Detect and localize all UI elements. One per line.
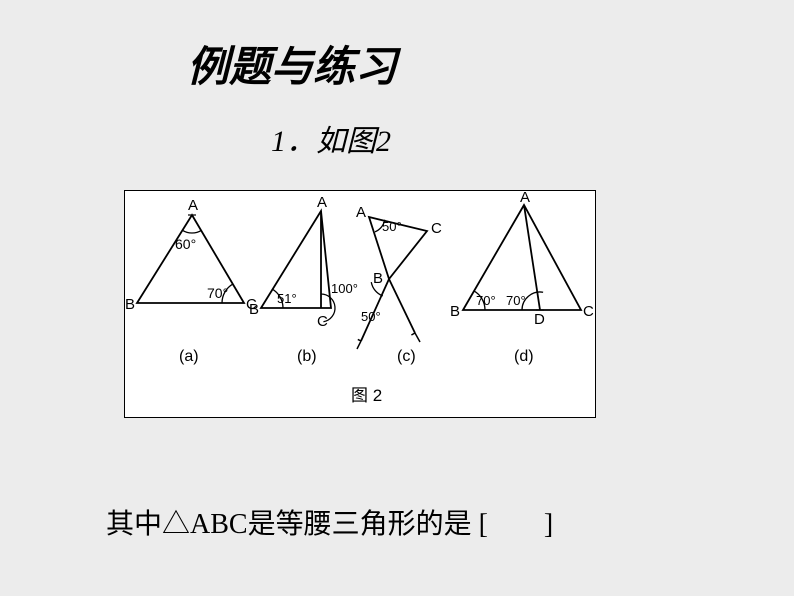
svg-text:(a): (a) xyxy=(179,348,199,365)
svg-text:(d): (d) xyxy=(514,348,534,365)
svg-text:A: A xyxy=(188,197,198,214)
figure-box: A B C 60° 70° (a) A B C 51° 100° (b) A C B 50° 50° (c) A B D… xyxy=(124,190,596,418)
svg-text:100°: 100° xyxy=(331,281,358,296)
svg-text:51°: 51° xyxy=(277,291,297,306)
svg-text:(c): (c) xyxy=(397,348,416,365)
svg-text:70°: 70° xyxy=(207,285,228,301)
svg-text:B: B xyxy=(450,303,460,320)
svg-text:C: C xyxy=(583,303,594,320)
svg-text:B: B xyxy=(373,270,383,287)
svg-text:B: B xyxy=(125,296,135,313)
svg-text:A: A xyxy=(356,204,366,221)
svg-text:A: A xyxy=(520,191,530,206)
svg-text:50°: 50° xyxy=(382,219,402,234)
svg-text:70°: 70° xyxy=(476,293,496,308)
svg-text:A: A xyxy=(317,194,327,211)
svg-text:C: C xyxy=(317,313,328,330)
subtitle: 1．如图2 xyxy=(271,116,391,160)
page-title: 例题与练习 xyxy=(187,33,397,94)
svg-text:(b): (b) xyxy=(297,348,317,365)
svg-text:图 2: 图 2 xyxy=(351,386,382,405)
svg-text:60°: 60° xyxy=(175,236,196,252)
svg-text:70°: 70° xyxy=(506,293,526,308)
svg-text:50°: 50° xyxy=(361,309,381,324)
svg-text:C: C xyxy=(431,220,442,237)
figure-svg: A B C 60° 70° (a) A B C 51° 100° (b) A C B 50° 50° (c) A B D… xyxy=(125,191,597,419)
svg-text:D: D xyxy=(534,311,545,328)
question-text: 其中△ABC是等腰三角形的是 [ ] xyxy=(106,502,553,542)
svg-text:B: B xyxy=(249,301,259,318)
